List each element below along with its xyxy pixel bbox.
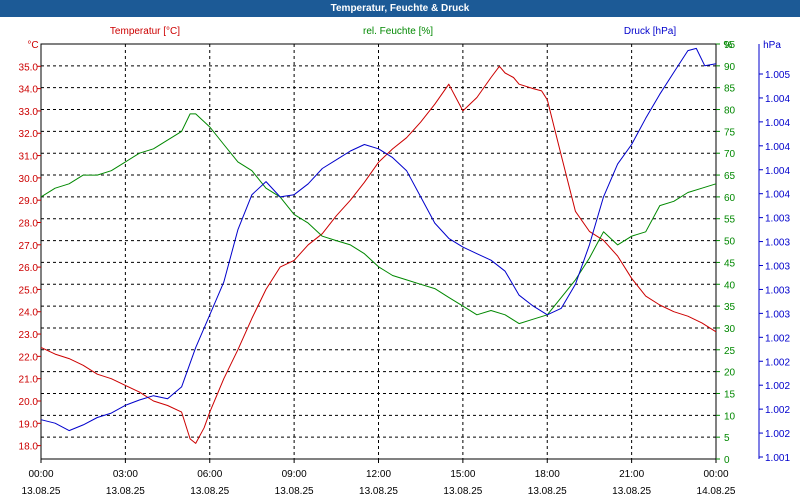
- temperature-tick-label: 27.0: [19, 241, 39, 252]
- pressure-tick-label: 1.002: [765, 429, 790, 440]
- pressure-tick-label: 1.002: [765, 405, 790, 416]
- x-tick-date: 13.08.25: [275, 486, 314, 497]
- x-tick-date: 13.08.25: [359, 486, 398, 497]
- humidity-tick-label: 40: [724, 280, 736, 291]
- humidity-tick-label: 20: [724, 368, 736, 379]
- x-tick-date: 13.08.25: [612, 486, 651, 497]
- x-tick-time: 03:00: [113, 469, 138, 480]
- humidity-tick-label: 55: [724, 215, 736, 226]
- temperature-tick-label: 35.0: [19, 62, 39, 73]
- temperature-tick-label: 19.0: [19, 419, 39, 430]
- temperature-tick-label: 25.0: [19, 285, 39, 296]
- humidity-tick-label: 65: [724, 171, 736, 182]
- pressure-tick-label: 1.004: [765, 142, 790, 153]
- pressure-tick-label: 1.002: [765, 357, 790, 368]
- series-line-humidity: [40, 113, 717, 325]
- humidity-unit: %: [724, 40, 733, 51]
- temperature-tick-label: 31.0: [19, 152, 39, 163]
- x-tick-date: 14.08.25: [697, 486, 736, 497]
- pressure-tick-label: 1.004: [765, 118, 790, 129]
- pressure-axis-label: Druck [hPa]: [624, 26, 676, 37]
- humidity-tick-label: 25: [724, 346, 736, 357]
- humidity-tick-label: 35: [724, 302, 736, 313]
- pressure-tick-label: 1.004: [765, 190, 790, 201]
- x-tick-time: 21:00: [619, 469, 644, 480]
- pressure-tick-label: 1.002: [765, 381, 790, 392]
- grid: [41, 44, 716, 459]
- temperature-tick-label: 32.0: [19, 129, 39, 140]
- pressure-tick-label: 1.003: [765, 238, 790, 249]
- temperature-tick-label: 22.0: [19, 352, 39, 363]
- x-tick-time: 15:00: [450, 469, 475, 480]
- x-tick-date: 13.08.25: [528, 486, 567, 497]
- chart-area: 00:00 13.08.25 03:00 13.08.25 06:00 13.08.25 0…: [19, 26, 791, 497]
- temperature-tick-label: 33.0: [19, 107, 39, 118]
- humidity-tick-label: 80: [724, 106, 736, 117]
- x-tick-date: 13.08.25: [106, 486, 145, 497]
- pressure-tick-label: 1.003: [765, 285, 790, 296]
- humidity-tick-label: 60: [724, 193, 736, 204]
- humidity-tick-label: 5: [724, 433, 730, 444]
- temperature-tick-label: 23.0: [19, 330, 39, 341]
- temperature-tick-label: 28.0: [19, 218, 39, 229]
- series-line-pressure: [40, 47, 717, 432]
- pressure-tick-label: 1.004: [765, 94, 790, 105]
- x-tick-time: 09:00: [282, 469, 307, 480]
- humidity-tick-label: 45: [724, 258, 736, 269]
- axis-ticks: 00:00 13.08.25 03:00 13.08.25 06:00 13.08.25 0…: [19, 40, 791, 497]
- x-tick-date: 13.08.25: [443, 486, 482, 497]
- humidity-tick-label: 0: [724, 455, 730, 466]
- temperature-axis-label: Temperatur [°C]: [110, 26, 180, 37]
- humidity-tick-label: 15: [724, 389, 736, 400]
- series-layer: [40, 47, 717, 444]
- temperature-tick-label: 20.0: [19, 397, 39, 408]
- window-title: Temperatur, Feuchte & Druck: [0, 0, 800, 17]
- x-tick-time: 00:00: [703, 469, 728, 480]
- pressure-tick-label: 1.003: [765, 214, 790, 225]
- humidity-tick-label: 50: [724, 237, 736, 248]
- temperature-tick-label: 30.0: [19, 174, 39, 185]
- x-tick-time: 06:00: [197, 469, 222, 480]
- pressure-tick-label: 1.005: [765, 70, 790, 81]
- pressure-tick-label: 1.003: [765, 309, 790, 320]
- humidity-axis-label: rel. Feuchte [%]: [363, 26, 433, 37]
- humidity-tick-label: 70: [724, 149, 736, 160]
- plot-frame: [40, 43, 717, 460]
- humidity-tick-label: 90: [724, 62, 736, 73]
- x-tick-date: 13.08.25: [190, 486, 229, 497]
- pressure-tick-label: 1.003: [765, 262, 790, 273]
- x-tick-time: 00:00: [28, 469, 53, 480]
- pressure-tick-label: 1.004: [765, 166, 790, 177]
- temperature-tick-label: 29.0: [19, 196, 39, 207]
- humidity-tick-label: 95: [724, 40, 736, 51]
- temperature-tick-label: 24.0: [19, 308, 39, 319]
- x-tick-date: 13.08.25: [22, 486, 61, 497]
- x-tick-time: 18:00: [535, 469, 560, 480]
- humidity-tick-label: 10: [724, 411, 736, 422]
- temperature-unit: °C: [27, 40, 38, 51]
- humidity-tick-label: 75: [724, 127, 736, 138]
- pressure-tick-label: 1.002: [765, 333, 790, 344]
- humidity-tick-label: 30: [724, 324, 736, 335]
- pressure-tick-label: 1.001: [765, 453, 790, 464]
- temperature-tick-label: 18.0: [19, 442, 39, 453]
- humidity-tick-label: 85: [724, 84, 736, 95]
- pressure-unit: hPa: [763, 40, 781, 51]
- temperature-tick-label: 26.0: [19, 263, 39, 274]
- x-tick-time: 12:00: [366, 469, 391, 480]
- temperature-tick-label: 21.0: [19, 375, 39, 386]
- series-line-temperature: [40, 65, 717, 444]
- temperature-tick-label: 34.0: [19, 85, 39, 96]
